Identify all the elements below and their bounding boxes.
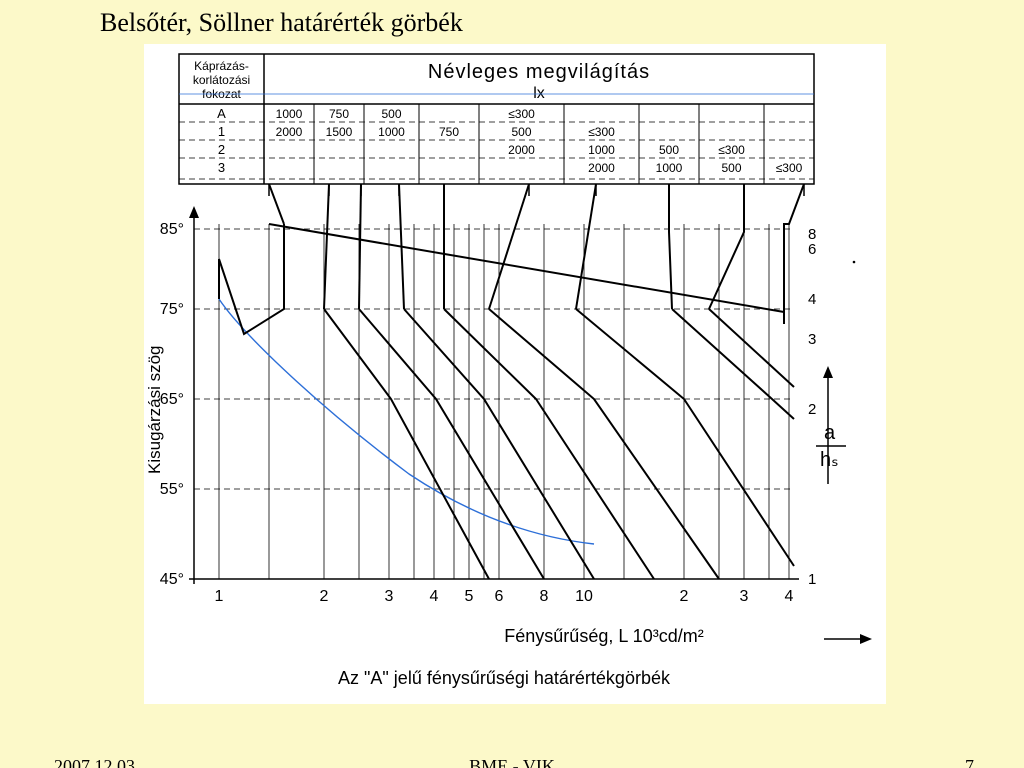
svg-text:500: 500 [511,125,531,139]
svg-text:lx: lx [533,85,545,102]
svg-text:55°: 55° [160,481,184,498]
svg-text:6: 6 [808,241,816,258]
svg-text:a: a [824,422,836,444]
svg-text:1: 1 [218,124,225,139]
svg-text:45°: 45° [160,571,184,588]
svg-text:Névleges megvilágítás: Névleges megvilágítás [428,61,650,83]
svg-text:6: 6 [495,588,504,605]
sollner-chart: Káprázás-korlátozásifokozatNévleges megv… [144,44,886,704]
svg-text:3: 3 [808,331,816,348]
svg-text:2: 2 [680,588,689,605]
svg-text:2000: 2000 [508,143,535,157]
footer-date: 2007.12.03. [54,756,140,768]
svg-text:1500: 1500 [326,125,353,139]
svg-text:1000: 1000 [588,143,615,157]
svg-text:2: 2 [320,588,329,605]
svg-text:3: 3 [740,588,749,605]
svg-text:750: 750 [329,107,349,121]
svg-text:3: 3 [385,588,394,605]
footer-org: BME - VIK [469,756,555,768]
svg-text:Káprázás-: Káprázás- [194,59,249,73]
svg-text:85°: 85° [160,221,184,238]
page-title: Belsőtér, Söllner határérték görbék [100,8,463,38]
svg-text:2: 2 [808,401,816,418]
svg-text:A: A [217,106,226,121]
svg-text:4: 4 [430,588,439,605]
svg-text:75°: 75° [160,301,184,318]
svg-text:500: 500 [381,107,401,121]
slide: Belsőtér, Söllner határérték görbék Kápr… [0,0,1024,768]
svg-text:5: 5 [465,588,474,605]
svg-text:1000: 1000 [276,107,303,121]
svg-text:≤300: ≤300 [588,125,615,139]
footer-page: 7 [965,756,974,768]
svg-text:Az "A" jelű fénysűrűségi határ: Az "A" jelű fénysűrűségi határértékgörbé… [338,668,671,688]
svg-text:1000: 1000 [378,125,405,139]
svg-text:2000: 2000 [276,125,303,139]
svg-text:≤300: ≤300 [718,143,745,157]
svg-text:750: 750 [439,125,459,139]
svg-text:≤300: ≤300 [776,161,803,175]
svg-text:2: 2 [218,142,225,157]
svg-text:hₛ: hₛ [820,449,839,471]
svg-text:10: 10 [575,588,593,605]
svg-text:Kisugárzási szög: Kisugárzási szög [145,345,164,474]
svg-text:2000: 2000 [588,161,615,175]
svg-text:500: 500 [659,143,679,157]
svg-text:≤300: ≤300 [508,107,535,121]
svg-text:8: 8 [540,588,549,605]
svg-text:korlátozási: korlátozási [193,73,250,87]
svg-text:3: 3 [218,160,225,175]
svg-text:4: 4 [808,291,816,308]
svg-text:500: 500 [721,161,741,175]
svg-text:1000: 1000 [656,161,683,175]
svg-text:1: 1 [808,571,816,588]
svg-text:4: 4 [785,588,794,605]
svg-text:Fénysűrűség, L 10³cd/m²: Fénysűrűség, L 10³cd/m² [504,626,703,646]
svg-text:1: 1 [215,588,224,605]
